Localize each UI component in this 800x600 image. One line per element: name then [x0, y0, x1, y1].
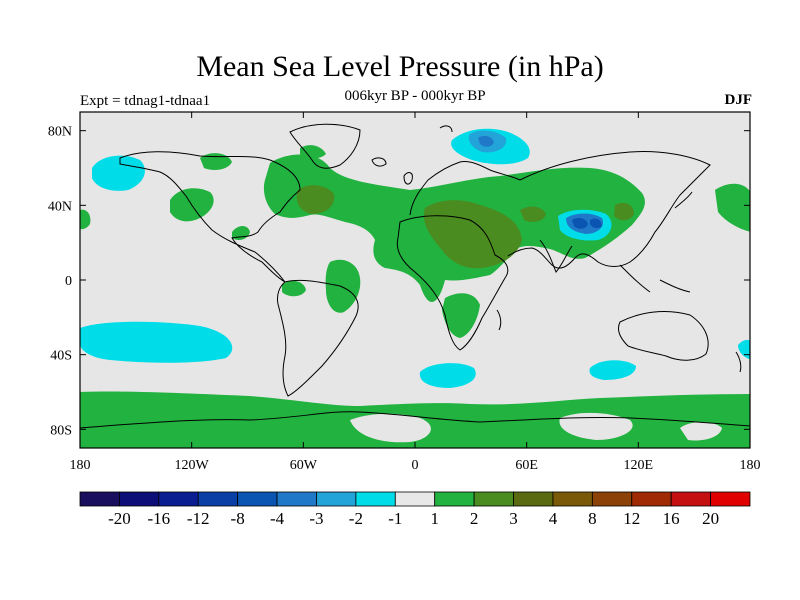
- colorbar-swatch: [670, 491, 711, 507]
- positive-region-south-america: [325, 259, 361, 313]
- x-tick-label: 60E: [515, 458, 538, 473]
- x-tick-label: 120E: [624, 458, 654, 473]
- colorbar-label: -4: [270, 509, 285, 528]
- colorbar-swatch: [79, 491, 120, 507]
- experiment-label: Expt = tdnag1-tdnaa1: [80, 93, 211, 109]
- colorbar-swatch: [394, 491, 436, 507]
- coast-europe: [409, 161, 521, 216]
- x-tick-label: 0: [412, 458, 419, 473]
- positive-region-west-pacific: [80, 209, 91, 230]
- positive-region-central-america: [282, 280, 306, 297]
- colorbar-label: -16: [147, 509, 170, 528]
- colorbar-label: -20: [108, 509, 131, 528]
- colorbar-swatch: [631, 491, 672, 507]
- positive-region-canada: [200, 153, 232, 170]
- coast-south-america: [277, 279, 359, 397]
- colorbar-swatch: [473, 491, 514, 507]
- colorbar-swatch: [434, 491, 475, 507]
- coast-north-america: [119, 151, 301, 283]
- coast-svalbard: [439, 125, 453, 133]
- coast-uk: [403, 172, 413, 185]
- coast-madagascar: [496, 309, 502, 331]
- colorbar-label: -8: [231, 509, 245, 528]
- colorbar-label: -12: [187, 509, 210, 528]
- coast-asia: [507, 151, 711, 269]
- colorbar-swatch: [552, 491, 593, 507]
- colorbar-swatch: [276, 491, 317, 507]
- coast-antarctica: [80, 411, 750, 429]
- colorbar-swatch: [513, 491, 554, 507]
- colorbar-label: 8: [588, 509, 597, 528]
- negative-region-south-indian: [589, 360, 636, 380]
- y-tick-label: 40S: [50, 349, 72, 364]
- positive-core-central-asia: [520, 206, 546, 222]
- x-tick-label: 180: [740, 458, 761, 473]
- y-tick-label: 0: [65, 274, 72, 289]
- season-label: DJF: [724, 92, 753, 108]
- map-background: [80, 112, 750, 448]
- coast-japan: [674, 191, 693, 209]
- coast-iceland: [371, 157, 387, 167]
- x-tick-label: 60W: [290, 458, 318, 473]
- negative-core-barents-inner: [478, 135, 494, 147]
- y-tick-label: 40N: [48, 199, 72, 214]
- colorbar-label: 12: [623, 509, 640, 528]
- negative-region-south-pacific: [80, 321, 233, 363]
- colorbar-label: 4: [549, 509, 558, 528]
- positive-core-northeast-america: [296, 185, 335, 214]
- coast-new-zealand: [735, 351, 742, 373]
- neutral-gap-east-antarctica: [559, 412, 633, 440]
- x-tick-label: 180: [70, 458, 91, 473]
- colorbar-swatch: [316, 491, 357, 507]
- negative-region-north-pacific: [92, 155, 145, 191]
- colorbar: -20 -16 -12 -8 -4 -3 -2 -1 1 2 3 4 8 12 16 20: [79, 491, 751, 528]
- positive-core-east-asia: [614, 202, 634, 221]
- colorbar-label: 1: [430, 509, 439, 528]
- x-tick-label: 120W: [175, 458, 210, 473]
- colorbar-swatch: [710, 491, 751, 507]
- positive-core-north-africa-arabia: [423, 200, 522, 269]
- y-tick-label: 80N: [48, 125, 72, 140]
- colorbar-label: 16: [663, 509, 680, 528]
- coast-africa: [396, 215, 509, 351]
- positive-region-southern-africa: [442, 293, 480, 338]
- neutral-gap-weddell: [350, 413, 431, 443]
- subtitle-label: 006kyr BP - 000kyr BP: [344, 88, 486, 104]
- colorbar-label: -2: [349, 509, 363, 528]
- y-tick-label: 80S: [50, 423, 72, 438]
- coastlines: [80, 123, 750, 429]
- colorbar-label: -1: [388, 509, 402, 528]
- neutral-gap-ross: [680, 422, 722, 441]
- colorbar-label: -3: [309, 509, 323, 528]
- colorbar-label: 2: [470, 509, 479, 528]
- colorbar-swatch: [355, 491, 396, 507]
- positive-region-pacific-east: [715, 183, 750, 232]
- coast-australia: [617, 310, 709, 361]
- colorbar-swatch: [591, 491, 633, 507]
- colorbar-swatch: [158, 491, 199, 507]
- axis-ticks: 180 120W 60W 0 60E 120E 180 80N 40N 0 40S 80S: [48, 112, 761, 473]
- negative-core-tibet-inner: [572, 217, 602, 229]
- negative-region-south-atlantic: [419, 363, 476, 388]
- coast-southeast-asia: [619, 264, 691, 293]
- coast-india: [539, 239, 573, 273]
- colorbar-swatch: [237, 491, 278, 507]
- colorbar-label: 20: [702, 509, 719, 528]
- positive-region-greenland: [300, 145, 326, 159]
- coast-greenland: [289, 123, 361, 169]
- colorbar-label: 3: [509, 509, 518, 528]
- colorbar-swatch: [119, 491, 160, 507]
- colorbar-swatch: [197, 491, 239, 507]
- pressure-anomaly-field: [80, 128, 750, 448]
- map-title: Mean Sea Level Pressure (in hPa): [196, 50, 604, 83]
